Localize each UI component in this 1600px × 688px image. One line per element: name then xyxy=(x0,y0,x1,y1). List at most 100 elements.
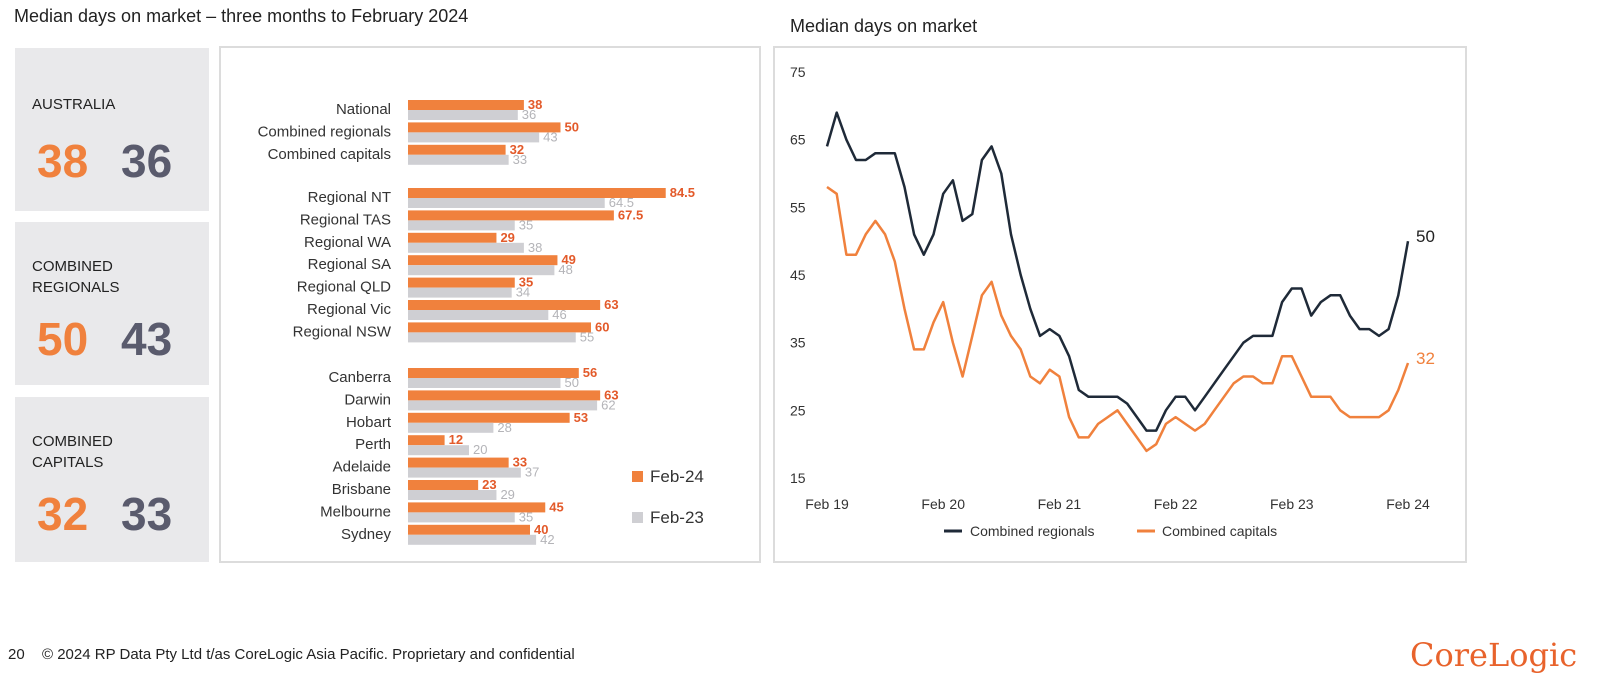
bar-value-label-feb23: 62 xyxy=(601,397,615,412)
bar-value-label-feb23: 48 xyxy=(558,262,572,277)
bar-value-label-feb24: 67.5 xyxy=(618,207,643,222)
bar-feb23 xyxy=(408,422,494,433)
bar-feb23 xyxy=(408,512,515,523)
bar-value-label-feb23: 35 xyxy=(519,509,533,524)
x-tick-label: Feb 21 xyxy=(1038,496,1082,512)
kpi-previous-value: 36 xyxy=(121,135,173,187)
legend-swatch-feb23 xyxy=(632,512,643,523)
bar-category-label: Hobart xyxy=(346,414,392,431)
bar-feb23 xyxy=(408,332,576,343)
bar-feb24 xyxy=(408,210,614,221)
bar-feb23 xyxy=(408,310,549,320)
legend-label-feb24: Feb-24 xyxy=(650,467,704,486)
y-tick-label: 65 xyxy=(790,132,806,148)
bar-feb24 xyxy=(408,412,570,423)
bar-value-label-feb23: 29 xyxy=(500,487,514,502)
bar-category-label: Combined capitals xyxy=(268,146,391,163)
bar-feb24 xyxy=(408,100,524,110)
bar-value-label-feb23: 64.5 xyxy=(609,195,634,210)
kpi-label: AUSTRALIA xyxy=(32,96,116,113)
bar-category-label: Regional NSW xyxy=(293,323,392,340)
bar-category-label: Regional QLD xyxy=(297,279,391,296)
bar-category-label: Combined regionals xyxy=(258,123,391,140)
bar-category-label: Regional SA xyxy=(308,256,391,273)
line-combined-regionals xyxy=(825,111,1410,432)
bar-value-label-feb24: 63 xyxy=(604,387,618,402)
bar-feb23 xyxy=(408,490,497,500)
bar-value-label-feb23: 50 xyxy=(565,375,579,390)
bar-feb24 xyxy=(408,322,591,333)
bar-category-label: National xyxy=(336,101,391,118)
bar-value-label-feb24: 23 xyxy=(482,477,496,492)
bar-value-label-feb24: 63 xyxy=(604,297,618,312)
bar-value-label-feb23: 20 xyxy=(473,442,487,457)
bar-feb23 xyxy=(408,445,469,456)
kpi-current-value: 50 xyxy=(37,313,89,365)
bar-value-label-feb24: 50 xyxy=(565,119,579,134)
bar-feb24 xyxy=(408,188,666,198)
bar-value-label-feb23: 46 xyxy=(552,307,566,322)
bar-value-label-feb24: 45 xyxy=(549,499,563,514)
y-tick-label: 15 xyxy=(790,470,806,486)
bar-feb23 xyxy=(408,400,598,411)
bar-feb24 xyxy=(408,435,445,446)
bar-value-label-feb23: 42 xyxy=(540,532,554,547)
bar-value-label-feb24: 49 xyxy=(561,252,575,267)
bar-value-label-feb23: 36 xyxy=(522,107,536,122)
bar-category-label: Melbourne xyxy=(320,503,391,520)
bar-feb24 xyxy=(408,122,561,133)
legend-label-combined-regionals: Combined regionals xyxy=(970,523,1095,539)
bar-value-label-feb24: 84.5 xyxy=(670,185,695,200)
y-tick-label: 45 xyxy=(790,267,806,283)
bar-value-label-feb24: 60 xyxy=(595,319,609,334)
page-number: 20 xyxy=(8,646,25,663)
kpi-label: COMBINED REGIONALS xyxy=(32,258,120,296)
line-end-label: 32 xyxy=(1416,349,1435,368)
kpi-previous-value: 43 xyxy=(121,313,173,365)
bar-value-label-feb23: 34 xyxy=(516,285,530,300)
kpi-previous-value: 33 xyxy=(121,488,173,540)
bar-feb23 xyxy=(408,154,509,165)
bar-value-label-feb24: 53 xyxy=(574,410,588,425)
bar-category-label: Regional NT xyxy=(308,189,391,206)
bar-category-label: Regional Vic xyxy=(307,301,391,318)
bar-category-label: Brisbane xyxy=(332,481,391,498)
kpi-card-australia: AUSTRALIA 38 36 xyxy=(15,48,209,211)
x-tick-label: Feb 24 xyxy=(1386,496,1430,512)
bar-feb24 xyxy=(408,255,558,266)
line-end-label: 50 xyxy=(1416,227,1435,246)
bar-value-label-feb24: 56 xyxy=(583,365,597,380)
kpi-label: COMBINED CAPITALS xyxy=(32,433,113,471)
bar-feb24 xyxy=(408,502,546,513)
kpi-card-combined-capitals: COMBINED CAPITALS 32 33 xyxy=(15,397,209,562)
bar-value-label-feb23: 35 xyxy=(519,217,533,232)
bar-feb24 xyxy=(408,457,509,468)
bar-value-label-feb23: 37 xyxy=(525,465,539,480)
bar-value-label-feb24: 12 xyxy=(449,432,463,447)
kpi-current-value: 32 xyxy=(37,488,89,540)
bar-feb23 xyxy=(408,198,605,208)
legend-label-feb23: Feb-23 xyxy=(650,508,704,527)
bar-category-label: Regional WA xyxy=(304,234,391,251)
bar-feb24 xyxy=(408,144,506,155)
y-tick-label: 55 xyxy=(790,199,806,215)
bar-feb23 xyxy=(408,534,537,545)
bar-feb23 xyxy=(408,220,515,231)
kpi-card-combined-regionals: COMBINED REGIONALS 50 43 xyxy=(15,222,209,385)
x-tick-label: Feb 22 xyxy=(1154,496,1198,512)
bar-category-label: Canberra xyxy=(328,369,391,386)
bar-value-label-feb24: 40 xyxy=(534,522,548,537)
y-tick-label: 35 xyxy=(790,335,806,351)
y-tick-label: 25 xyxy=(790,402,806,418)
bar-value-label-feb24: 35 xyxy=(519,275,533,290)
corelogic-logo: CoreLogic xyxy=(1410,636,1578,674)
bar-value-label-feb23: 38 xyxy=(528,240,542,255)
bar-category-label: Adelaide xyxy=(333,459,391,476)
bar-feb23 xyxy=(408,467,521,478)
bar-value-label-feb24: 29 xyxy=(500,230,514,245)
line-chart-panel xyxy=(773,46,1467,563)
bar-value-label-feb23: 55 xyxy=(580,329,594,344)
bar-feb24 xyxy=(408,524,530,535)
legend-swatch-feb24 xyxy=(632,471,643,482)
